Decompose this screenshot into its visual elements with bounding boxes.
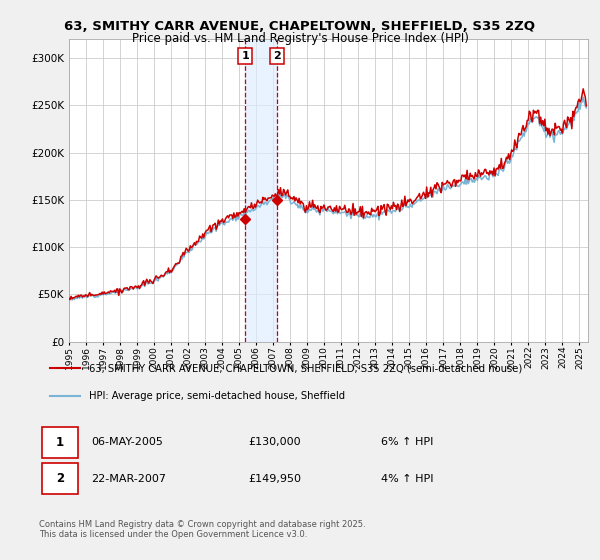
Text: 2: 2: [273, 51, 281, 61]
Text: 2: 2: [56, 472, 64, 485]
Text: 6% ↑ HPI: 6% ↑ HPI: [381, 437, 434, 447]
Text: 4% ↑ HPI: 4% ↑ HPI: [381, 474, 434, 483]
Text: 63, SMITHY CARR AVENUE, CHAPELTOWN, SHEFFIELD, S35 2ZQ (semi-detached house): 63, SMITHY CARR AVENUE, CHAPELTOWN, SHEF…: [89, 363, 522, 373]
Text: Price paid vs. HM Land Registry's House Price Index (HPI): Price paid vs. HM Land Registry's House …: [131, 32, 469, 45]
Text: 63, SMITHY CARR AVENUE, CHAPELTOWN, SHEFFIELD, S35 2ZQ: 63, SMITHY CARR AVENUE, CHAPELTOWN, SHEF…: [65, 20, 536, 33]
Text: 06-MAY-2005: 06-MAY-2005: [91, 437, 163, 447]
Text: HPI: Average price, semi-detached house, Sheffield: HPI: Average price, semi-detached house,…: [89, 391, 345, 402]
Text: £130,000: £130,000: [249, 437, 301, 447]
Text: 22-MAR-2007: 22-MAR-2007: [91, 474, 166, 483]
Text: 1: 1: [56, 436, 64, 449]
FancyBboxPatch shape: [42, 463, 77, 494]
FancyBboxPatch shape: [42, 427, 77, 458]
Text: 1: 1: [241, 51, 249, 61]
Text: £149,950: £149,950: [249, 474, 302, 483]
Bar: [245, 39, 277, 342]
Text: Contains HM Land Registry data © Crown copyright and database right 2025.
This d: Contains HM Land Registry data © Crown c…: [39, 520, 365, 539]
